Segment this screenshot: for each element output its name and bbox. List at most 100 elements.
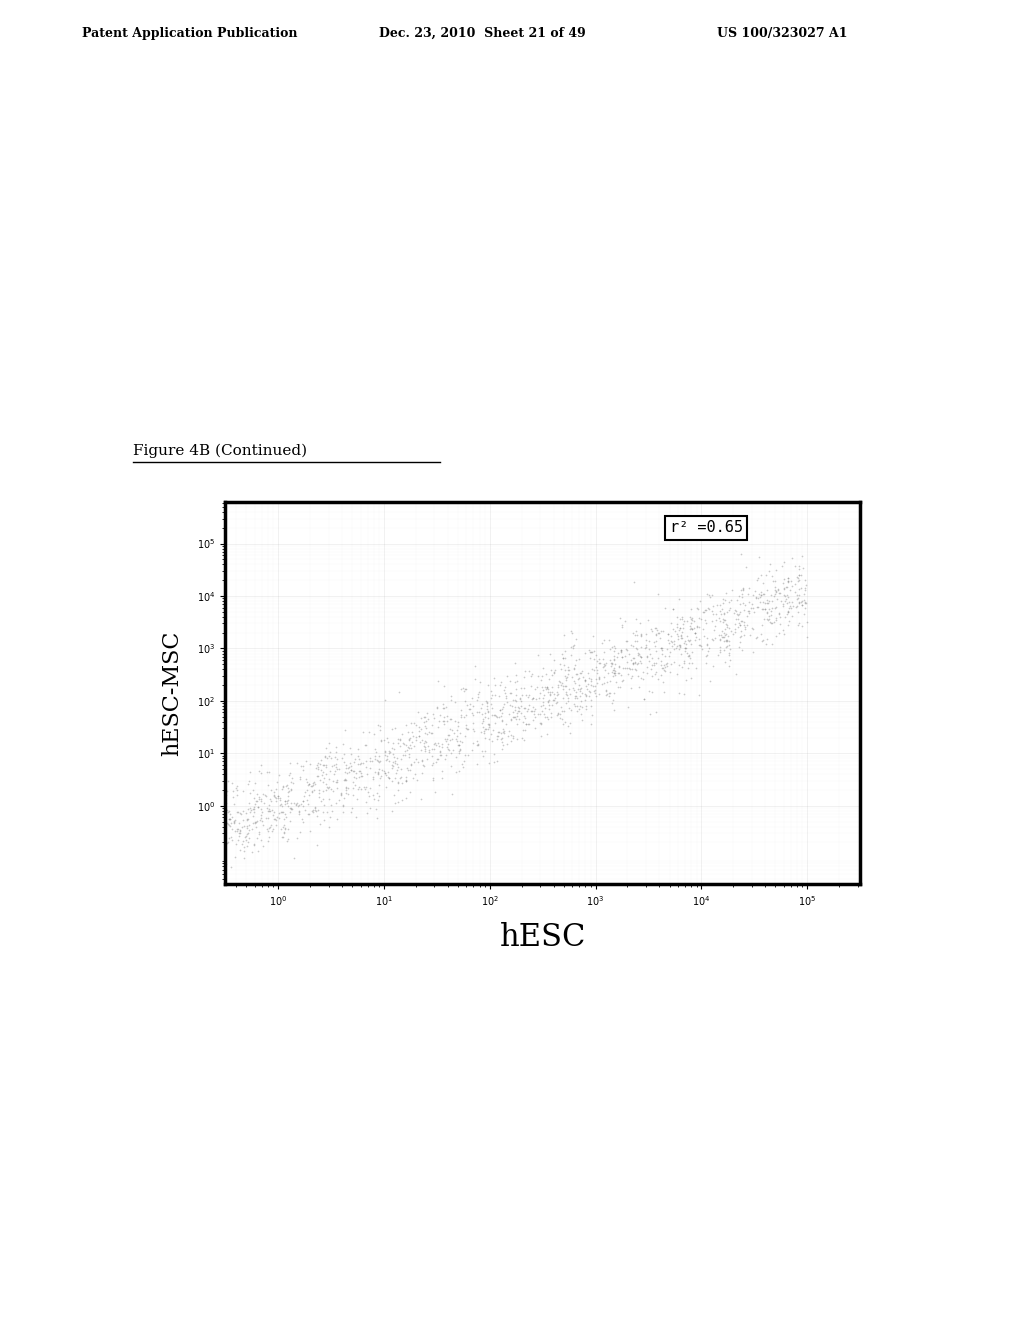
Point	[591, 648, 607, 669]
Point	[401, 734, 418, 755]
Point	[224, 818, 241, 840]
Point	[573, 682, 590, 704]
Point	[761, 609, 777, 630]
Point	[251, 787, 267, 808]
Point	[454, 705, 470, 726]
Point	[521, 713, 538, 734]
Point	[540, 690, 556, 711]
Point	[318, 764, 335, 785]
Point	[483, 698, 500, 719]
Point	[231, 822, 248, 843]
Point	[686, 623, 702, 644]
Point	[762, 611, 778, 632]
Point	[231, 820, 248, 841]
Point	[566, 671, 583, 692]
Point	[703, 585, 720, 606]
Point	[783, 548, 800, 569]
Point	[717, 610, 733, 631]
Point	[480, 708, 497, 729]
Point	[606, 640, 623, 661]
Point	[779, 602, 796, 623]
Point	[715, 611, 731, 632]
Point	[791, 591, 807, 612]
Point	[612, 676, 629, 697]
Point	[640, 610, 656, 631]
Point	[617, 630, 634, 651]
Point	[783, 576, 800, 597]
Point	[581, 667, 597, 688]
Point	[412, 717, 428, 738]
Point	[228, 801, 245, 822]
Point	[625, 636, 641, 657]
Point	[677, 630, 693, 651]
Point	[417, 730, 433, 751]
Point	[458, 678, 474, 700]
Point	[176, 828, 193, 849]
Point	[371, 762, 387, 783]
Point	[734, 586, 751, 607]
Point	[219, 801, 236, 822]
Point	[313, 759, 330, 780]
Point	[279, 775, 295, 796]
Point	[678, 634, 694, 655]
Point	[403, 731, 420, 752]
Point	[315, 789, 332, 810]
Point	[309, 752, 326, 774]
Point	[494, 739, 510, 760]
Point	[210, 830, 226, 851]
Point	[695, 602, 712, 623]
Point	[688, 657, 705, 678]
Point	[269, 807, 286, 828]
Point	[254, 810, 270, 832]
Point	[337, 719, 353, 741]
Point	[261, 817, 278, 838]
Point	[177, 874, 194, 895]
Point	[681, 653, 697, 675]
Point	[343, 755, 359, 776]
Point	[505, 706, 521, 727]
Point	[259, 762, 275, 783]
Point	[541, 694, 557, 715]
Point	[750, 587, 766, 609]
Point	[665, 598, 681, 619]
Point	[735, 599, 752, 620]
Point	[240, 774, 256, 795]
Point	[494, 709, 510, 730]
Point	[247, 812, 263, 833]
Point	[420, 709, 436, 730]
Point	[647, 635, 664, 656]
Point	[614, 615, 631, 636]
Point	[715, 593, 731, 614]
Point	[392, 727, 409, 748]
Point	[417, 715, 433, 737]
Point	[797, 570, 813, 591]
Point	[353, 752, 370, 774]
Point	[703, 628, 720, 649]
Point	[499, 734, 515, 755]
Point	[712, 639, 728, 660]
Point	[187, 830, 204, 851]
Point	[273, 801, 290, 822]
Point	[516, 667, 532, 688]
Point	[335, 801, 351, 822]
Point	[453, 678, 469, 700]
Point	[595, 656, 611, 677]
Point	[288, 795, 304, 816]
Point	[610, 663, 627, 684]
Point	[284, 767, 300, 788]
Point	[759, 603, 775, 624]
Point	[406, 751, 422, 772]
Point	[609, 647, 626, 668]
Point	[748, 587, 764, 609]
Point	[435, 697, 452, 718]
Point	[493, 672, 509, 693]
Point	[267, 779, 284, 800]
Point	[276, 808, 293, 829]
Point	[733, 544, 750, 565]
Point	[579, 675, 595, 696]
Point	[489, 751, 506, 772]
Point	[647, 664, 664, 685]
Point	[566, 673, 583, 694]
Point	[729, 609, 745, 630]
Point	[184, 853, 201, 874]
